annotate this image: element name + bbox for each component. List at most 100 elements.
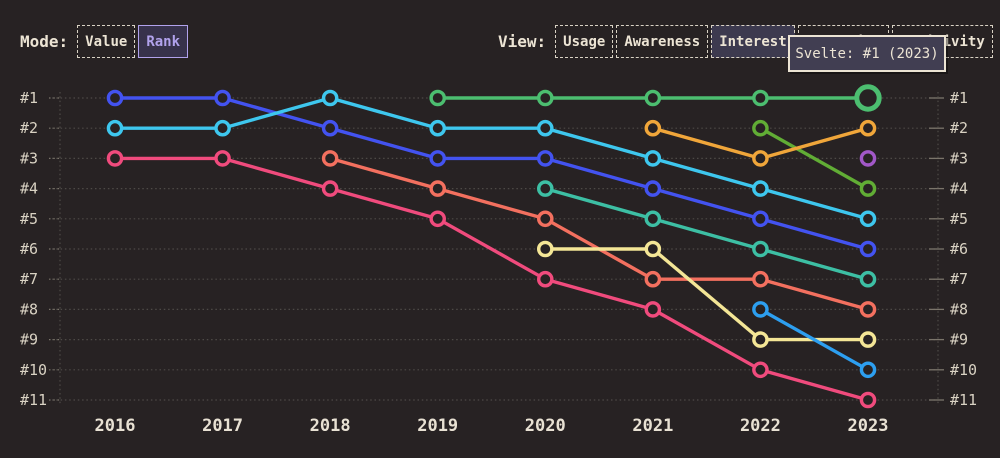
mode-option-rank[interactable]: Rank (138, 25, 189, 58)
rank-label-left: #10 (20, 361, 47, 379)
rank-label-right: #11 (950, 391, 977, 409)
chart-tooltip: Svelte: #1 (2023) (788, 35, 946, 72)
data-point-magenta-series[interactable] (536, 270, 554, 288)
rank-label-right: #5 (950, 210, 968, 228)
tooltip-text: Svelte: #1 (2023) (795, 45, 939, 62)
data-point-magenta-series[interactable] (214, 150, 231, 167)
data-point-cyan-series[interactable] (214, 119, 231, 137)
data-point-magenta-series[interactable] (644, 301, 662, 318)
data-point-lime-series[interactable] (752, 119, 769, 137)
series-line-teal-series (543, 186, 870, 281)
series-line-lime-series (758, 126, 870, 191)
data-point-salmon-series[interactable] (429, 180, 447, 197)
rank-label-right: #3 (950, 149, 968, 167)
data-point-teal-series[interactable] (536, 180, 554, 197)
data-point-magenta-series[interactable] (321, 180, 339, 197)
series-line-salmon-series (328, 156, 870, 312)
series-line-blue-series (113, 96, 870, 251)
data-point-blue-series[interactable] (752, 210, 769, 228)
view-option-usage[interactable]: Usage (555, 25, 614, 58)
series-line-azure-series (758, 307, 870, 372)
rank-label-left: #1 (20, 89, 38, 107)
rank-label-left: #4 (20, 180, 38, 198)
data-point-magenta-series[interactable] (106, 150, 124, 167)
view-option-interest[interactable]: Interest (711, 25, 795, 58)
rank-label-left: #5 (20, 210, 38, 228)
rank-label-right: #1 (950, 89, 968, 107)
rank-label-right: #4 (950, 180, 968, 198)
year-label: 2017 (202, 416, 243, 436)
rank-label-left: #9 (20, 331, 38, 349)
data-point-Svelte[interactable] (429, 89, 447, 107)
data-point-teal-series[interactable] (752, 240, 769, 258)
data-point-azure-series[interactable] (752, 301, 769, 318)
rank-label-right: #6 (950, 240, 968, 258)
rank-label-left: #7 (20, 270, 38, 288)
rank-label-right: #8 (950, 300, 968, 318)
data-point-blue-series[interactable] (214, 89, 231, 107)
rank-label-left: #11 (20, 391, 47, 409)
mode-option-value[interactable]: Value (77, 25, 136, 58)
data-point-salmon-series[interactable] (644, 270, 662, 288)
rank-label-left: #6 (20, 240, 38, 258)
data-point-Svelte[interactable] (536, 89, 554, 107)
rank-label-left: #3 (20, 149, 38, 167)
data-point-Svelte[interactable] (644, 89, 662, 107)
data-point-lime-series[interactable] (859, 180, 877, 197)
data-point-cyan-series[interactable] (106, 119, 124, 137)
rank-label-right: #9 (950, 331, 968, 349)
year-label: 2019 (417, 416, 458, 436)
data-point-blue-series[interactable] (106, 89, 124, 107)
rank-label-left: #8 (20, 300, 38, 318)
data-point-blue-series[interactable] (536, 150, 554, 167)
data-point-blue-series[interactable] (644, 180, 662, 197)
data-point-teal-series[interactable] (644, 210, 662, 228)
data-point-yellow-series[interactable] (536, 240, 554, 258)
data-point-blue-series[interactable] (429, 150, 447, 167)
data-point-cyan-series[interactable] (429, 119, 447, 137)
data-point-salmon-series[interactable] (859, 301, 877, 318)
data-point-teal-series[interactable] (859, 270, 877, 288)
year-label: 2022 (740, 416, 781, 436)
series-line-magenta-series (113, 156, 870, 402)
data-point-cyan-series[interactable] (752, 180, 769, 197)
year-label: 2020 (525, 416, 566, 436)
rank-label-left: #2 (20, 119, 38, 137)
mode-label: Mode: (20, 32, 69, 51)
data-point-salmon-series[interactable] (536, 210, 554, 228)
series-line-cyan-series (113, 96, 870, 221)
data-point-Svelte[interactable] (752, 89, 769, 107)
data-point-cyan-series[interactable] (644, 150, 662, 167)
year-label: 2021 (632, 416, 673, 436)
rank-label-right: #2 (950, 119, 968, 137)
data-point-blue-series[interactable] (321, 119, 339, 137)
highlighted-data-point-Svelte[interactable] (854, 84, 882, 112)
data-point-magenta-series[interactable] (859, 391, 877, 409)
data-point-cyan-series[interactable] (321, 89, 339, 107)
data-point-salmon-series[interactable] (321, 150, 339, 167)
rank-label-right: #7 (950, 270, 968, 288)
data-point-cyan-series[interactable] (536, 119, 554, 137)
data-point-yellow-series[interactable] (644, 240, 662, 258)
data-point-magenta-series[interactable] (752, 361, 769, 379)
mode-control: Mode: Value Rank (20, 25, 189, 58)
data-point-orange-series[interactable] (752, 150, 769, 167)
mode-button-row: Value Rank (77, 25, 189, 58)
data-point-salmon-series[interactable] (752, 270, 769, 288)
data-point-orange-series[interactable] (859, 119, 877, 137)
data-point-blue-series[interactable] (859, 240, 877, 258)
data-point-yellow-series[interactable] (752, 331, 769, 348)
data-point-cyan-series[interactable] (859, 210, 877, 228)
year-label: 2023 (848, 416, 889, 436)
rank-label-right: #10 (950, 361, 977, 379)
year-label: 2018 (310, 416, 351, 436)
data-point-yellow-series[interactable] (859, 331, 877, 348)
data-point-magenta-series[interactable] (429, 210, 447, 228)
year-label: 2016 (95, 416, 136, 436)
data-point-orange-series[interactable] (644, 119, 662, 137)
view-option-awareness[interactable]: Awareness (616, 25, 709, 58)
data-point-purple-series[interactable] (859, 150, 877, 167)
data-point-azure-series[interactable] (859, 361, 877, 379)
